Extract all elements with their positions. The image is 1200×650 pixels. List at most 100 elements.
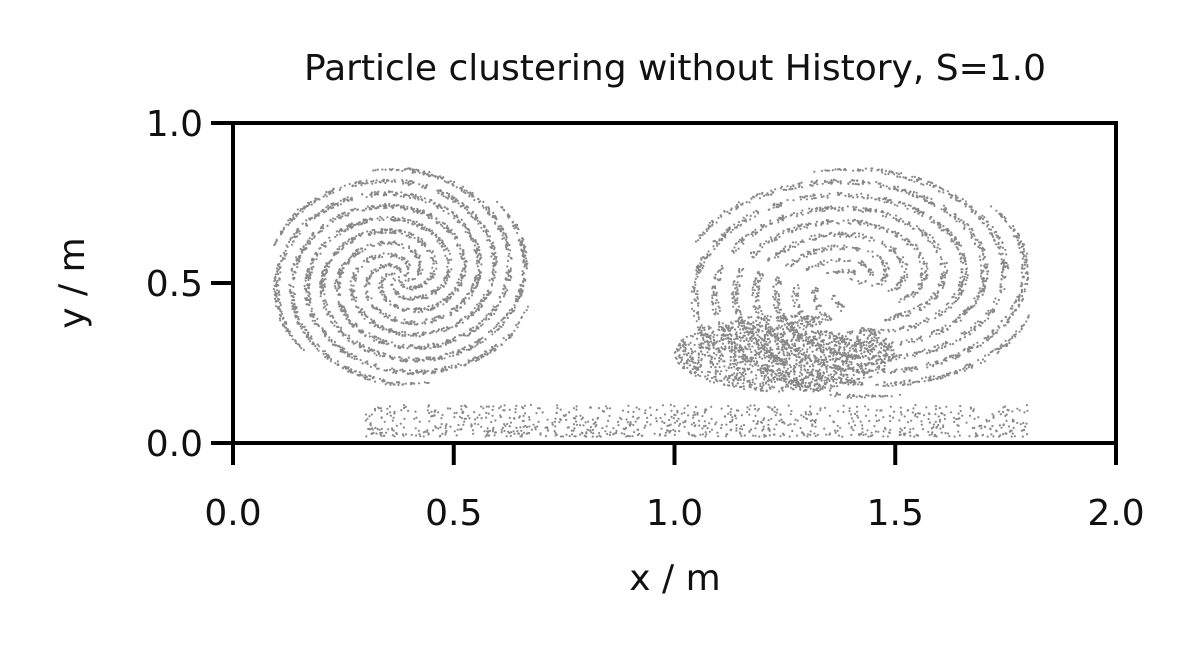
- particle-point: [309, 300, 312, 303]
- particle-point: [377, 367, 380, 370]
- particle-point: [440, 284, 443, 287]
- particle-point: [388, 204, 391, 207]
- particle-point: [793, 367, 796, 370]
- particle-point: [515, 223, 518, 226]
- particle-point: [487, 312, 490, 315]
- particle-point: [843, 260, 846, 263]
- particle-point: [452, 354, 455, 357]
- particle-point: [368, 321, 371, 325]
- particle-point: [408, 245, 411, 248]
- particle-point: [338, 286, 341, 289]
- particle-point: [301, 222, 304, 225]
- particle-point: [362, 345, 365, 348]
- particle-point: [774, 298, 777, 301]
- particle-point: [818, 235, 821, 238]
- particle-point: [418, 347, 421, 350]
- particle-point: [890, 201, 893, 204]
- particle-point: [498, 325, 501, 328]
- particle-point: [444, 366, 447, 369]
- particle-point: [402, 295, 405, 298]
- particle-point: [963, 254, 966, 257]
- particle-point: [360, 184, 363, 187]
- particle-point: [385, 179, 389, 183]
- particle-point: [770, 193, 773, 196]
- particle-point: [963, 366, 966, 369]
- particle-point: [290, 334, 293, 337]
- particle-point: [355, 267, 358, 270]
- particle-point: [470, 238, 473, 241]
- particle-point: [974, 210, 977, 213]
- particle-point: [474, 214, 478, 217]
- particle-point: [414, 360, 417, 363]
- particle-point: [409, 167, 412, 170]
- particle-point: [1009, 227, 1013, 230]
- particle-point: [454, 309, 457, 312]
- particle-point: [355, 357, 359, 361]
- particle-point: [274, 276, 277, 279]
- particle-point: [441, 342, 444, 345]
- particle-point: [289, 217, 292, 220]
- particle-point: [399, 346, 402, 349]
- particle-point: [697, 239, 700, 242]
- particle-point: [324, 269, 327, 272]
- chart-title: Particle clustering without History, S=1…: [304, 48, 1046, 89]
- particle-point: [454, 339, 457, 342]
- particle-point: [1016, 239, 1019, 242]
- particle-point: [464, 191, 467, 195]
- particle-point: [397, 204, 400, 207]
- particle-point: [295, 256, 298, 259]
- particle-point: [1012, 225, 1015, 228]
- particle-point: [978, 255, 981, 258]
- particle-point: [370, 270, 373, 273]
- particle-point: [288, 332, 291, 335]
- particle-point: [290, 243, 293, 246]
- particle-point: [502, 228, 505, 231]
- particle-point: [711, 303, 714, 306]
- particle-point: [309, 337, 312, 340]
- particle-point: [847, 351, 850, 354]
- particle-point: [487, 230, 490, 233]
- particle-point: [291, 305, 294, 308]
- particle-point: [493, 216, 496, 219]
- particle-point: [522, 284, 525, 287]
- particle-point: [692, 309, 696, 312]
- particle-point: [460, 218, 463, 221]
- particle-point: [326, 224, 329, 227]
- particle-point: [379, 204, 382, 207]
- particle-point: [908, 309, 911, 313]
- particle-point: [915, 244, 918, 247]
- particle-point: [987, 317, 990, 320]
- particle-point: [400, 321, 403, 324]
- particle-point: [461, 224, 464, 227]
- particle-point: [377, 269, 380, 272]
- particle-point: [979, 320, 982, 323]
- particle-point: [479, 341, 482, 344]
- particle-point: [872, 239, 876, 242]
- particle-point: [337, 287, 340, 290]
- particle-point: [366, 205, 369, 208]
- particle-point: [306, 204, 309, 208]
- particle-point: [378, 340, 381, 343]
- particle-point: [518, 288, 521, 291]
- particle-point: [302, 245, 305, 248]
- particle-point: [461, 249, 465, 252]
- particle-point: [324, 193, 327, 196]
- particle-point: [339, 186, 342, 189]
- particle-point: [401, 383, 404, 386]
- particle-point: [296, 322, 299, 325]
- particle-point: [388, 328, 391, 331]
- particle-point: [403, 318, 406, 321]
- particle-point: [446, 353, 449, 356]
- particle-point: [440, 193, 443, 196]
- particle-point: [382, 204, 385, 207]
- particle-point: [357, 223, 360, 226]
- particle-point: [443, 357, 446, 360]
- particle-point: [420, 244, 424, 247]
- particle-point: [404, 279, 407, 282]
- particle-point: [322, 306, 325, 309]
- particle-point: [420, 223, 423, 227]
- particle-point: [517, 322, 520, 325]
- particle-point: [445, 227, 448, 230]
- particle-point: [851, 182, 855, 185]
- particle-point: [307, 278, 310, 282]
